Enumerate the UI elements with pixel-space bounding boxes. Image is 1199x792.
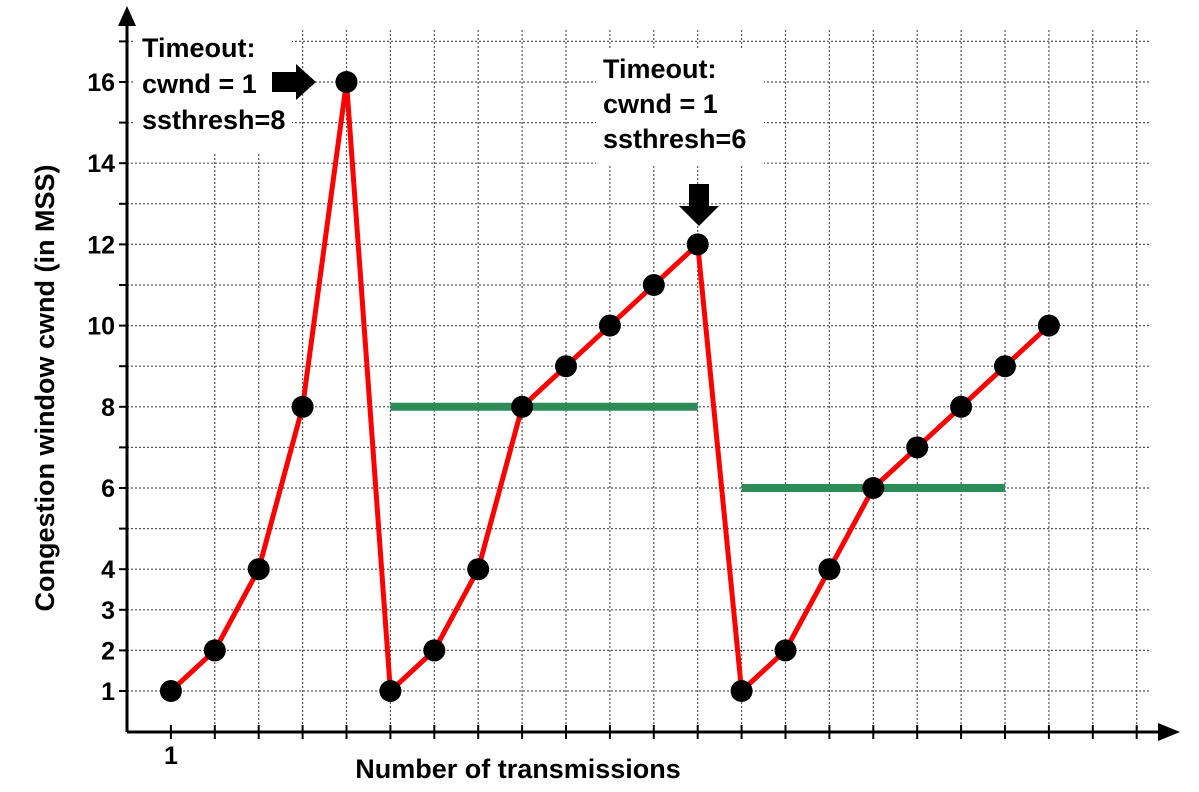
axes (118, 6, 1180, 741)
annotation-line: ssthresh=6 (603, 124, 746, 154)
data-point (423, 639, 446, 662)
data-point (642, 274, 665, 296)
x-axis-arrow (1158, 723, 1180, 741)
y-tick-label: 4 (101, 556, 115, 584)
y-axis-arrow (118, 6, 136, 26)
y-tick-label: 1 (101, 678, 115, 706)
data-point (950, 395, 973, 418)
annotation-box (134, 26, 292, 154)
data-point (686, 233, 709, 256)
timeout-annotations: Timeout: cwnd = 1 ssthresh=8 Timeout: cwnd =… (134, 26, 764, 226)
data-point (467, 558, 490, 581)
annotation-line: Timeout: (142, 33, 256, 63)
data-point (862, 477, 885, 499)
data-point (159, 680, 182, 702)
arrow-down-icon (679, 184, 719, 226)
data-point (511, 395, 534, 418)
annotation-box (596, 48, 764, 166)
y-tick-label: 16 (87, 69, 115, 97)
annotation-line: cwnd = 1 (142, 69, 257, 99)
data-point (994, 355, 1016, 378)
cwnd-series (159, 71, 1060, 702)
x-axis-label: Number of transmissions (355, 754, 681, 784)
y-tick-label: 2 (101, 637, 115, 665)
annotation-line: ssthresh=8 (142, 105, 285, 135)
y-tick-label: 14 (87, 150, 115, 178)
data-point (335, 71, 358, 93)
data-point (1037, 314, 1060, 337)
data-point (774, 639, 797, 662)
annotation-line: cwnd = 1 (603, 89, 718, 119)
data-point (291, 395, 314, 418)
timeout-annotation-1: Timeout: cwnd = 1 ssthresh=8 (134, 26, 316, 154)
x-tick-label: 1 (164, 742, 178, 770)
timeout-annotation-2: Timeout: cwnd = 1 ssthresh=6 (596, 48, 764, 226)
y-tick-label: 6 (101, 475, 115, 503)
data-point (730, 680, 753, 702)
y-tick-label: 8 (101, 394, 115, 422)
annotation-line: Timeout: (603, 54, 717, 84)
y-axis-label: Congestion window cwnd (in MSS) (30, 165, 60, 612)
y-tick-label: 12 (87, 231, 115, 259)
arrow-right-icon (272, 64, 316, 100)
data-point (818, 558, 841, 581)
data-point (555, 355, 577, 378)
y-tick-label: 10 (87, 313, 115, 341)
data-point (598, 314, 621, 337)
data-point (906, 436, 929, 459)
y-tick-label: 3 (101, 597, 115, 625)
data-point (379, 680, 402, 702)
data-point (247, 558, 270, 581)
data-point (203, 639, 226, 662)
